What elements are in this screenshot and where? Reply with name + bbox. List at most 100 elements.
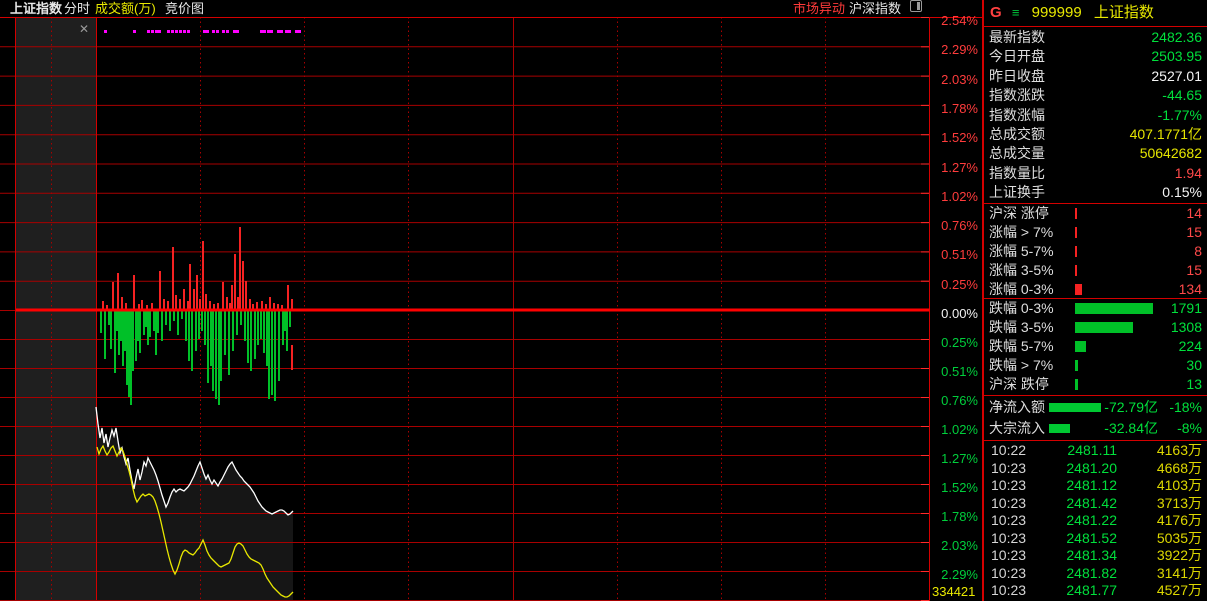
quote-row: 指数涨跌 -44.65: [984, 86, 1207, 105]
signal-dot: [133, 30, 136, 33]
tick-time: 10:22: [991, 442, 1027, 458]
advancers-breakdown: 沪深 涨停 14 涨幅 > 7% 15 涨幅 5-7% 8 涨幅 3-5% 15 涨幅 0-3%…: [984, 204, 1207, 298]
breadth-label: 跌幅 5-7%: [989, 337, 1054, 354]
quote-row: 最新指数 2482.36: [984, 28, 1207, 47]
signal-dot: [298, 30, 301, 33]
price-axis-fragment: 5: [0, 39, 11, 54]
pct-label-up: 1.02%: [941, 188, 978, 204]
quote-row: 指数涨幅 -1.77%: [984, 106, 1207, 125]
tick-row: 10:22 2481.11 4163万: [984, 442, 1207, 460]
tick-volume: 3141万: [1156, 564, 1202, 581]
pct-label-zero: 0.00%: [941, 306, 978, 321]
tick-row: 10:23 2481.82 3141万: [984, 565, 1207, 583]
quote-panel-header[interactable]: G ≡ 999999 上证指数: [984, 2, 1207, 24]
quote-label: 总成交额: [989, 125, 1045, 142]
breadth-bar: [1075, 264, 1077, 276]
signal-dot: [183, 30, 186, 33]
tick-price: 2481.42: [1066, 494, 1117, 511]
tick-time: 10:23: [991, 477, 1027, 494]
flow-percent: -8%: [1177, 420, 1202, 436]
index-title: 上证指数: [10, 1, 63, 16]
tick-volume: 4668万: [1156, 459, 1202, 476]
breadth-bar: [1075, 208, 1077, 219]
tab-auction-chart[interactable]: 竞价图: [165, 1, 205, 16]
flow-label: 大宗流入: [989, 420, 1045, 436]
flow-value: -72.79亿: [1104, 399, 1158, 415]
close-icon[interactable]: ✕: [78, 22, 90, 36]
breadth-bar: [1075, 283, 1082, 295]
breadth-value: 1791: [1170, 300, 1202, 316]
flag-g-badge: G: [990, 4, 1002, 21]
breadth-value: 15: [1186, 223, 1202, 240]
tick-time: 10:23: [991, 564, 1027, 581]
breadth-bar: [1075, 359, 1078, 371]
price-axis-fragment: 8: [0, 185, 11, 200]
quote-rows: 最新指数 2482.36 今日开盘 2503.95 昨日收盘 2527.01 指数涨跌 -44…: [984, 28, 1207, 203]
tick-list[interactable]: 10:22 2481.11 4163万 10:23 2481.20 4668万 10:23 2…: [984, 442, 1207, 600]
flow-percent: -18%: [1169, 399, 1202, 415]
signal-dot: [167, 30, 170, 33]
axis-bottom-volume-label: 334421: [932, 584, 976, 599]
divider: [984, 298, 1207, 299]
tick-time: 10:23: [991, 494, 1027, 511]
quote-row: 昨日收盘 2527.01: [984, 67, 1207, 86]
pct-label-down: 0.51%: [941, 364, 978, 379]
price-axis-fragment: 8: [0, 332, 11, 347]
price-line: [95, 406, 294, 516]
breadth-value: 15: [1186, 261, 1202, 278]
signal-dot: [147, 30, 150, 33]
signal-dot: [171, 30, 174, 33]
tick-row: 10:23 2481.22 4176万: [984, 512, 1207, 530]
tab-minute-chart[interactable]: 分时: [64, 1, 91, 16]
signal-dot: [216, 30, 219, 33]
signal-dot: [236, 30, 239, 33]
flow-row: 净流入额 -72.79亿 -18%: [984, 397, 1207, 418]
tick-volume: 5035万: [1156, 529, 1202, 546]
tick-time: 10:23: [991, 459, 1027, 476]
signal-dot: [267, 30, 270, 33]
tick-price: 2481.12: [1066, 477, 1117, 494]
breadth-value: 134: [1178, 280, 1202, 297]
decliners-breakdown: 跌幅 0-3% 1791 跌幅 3-5% 1308 跌幅 5-7% 224 跌幅 > 7% 3…: [984, 299, 1207, 393]
breadth-label: 涨幅 3-5%: [989, 261, 1054, 278]
panel-toggle-icon[interactable]: [910, 0, 922, 12]
tab-turnover[interactable]: 成交额(万): [95, 1, 156, 16]
price-axis-fragment: 0: [0, 243, 11, 258]
advancer-row: 涨幅 5-7% 8: [984, 242, 1207, 261]
breadth-value: 13: [1186, 375, 1202, 392]
breadth-label: 跌幅 > 7%: [989, 356, 1054, 373]
tick-time: 10:23: [991, 582, 1027, 599]
breadth-value: 224: [1178, 337, 1202, 354]
menu-icon[interactable]: ≡: [1011, 5, 1020, 20]
signal-dot: [179, 30, 182, 33]
quote-row: 指数量比 1.94: [984, 164, 1207, 183]
quote-row: 今日开盘 2503.95: [984, 47, 1207, 66]
divider: [984, 26, 1207, 27]
tab-market-move[interactable]: 市场异动: [793, 1, 846, 16]
pct-label-down: 2.03%: [941, 538, 978, 553]
tick-volume: 4176万: [1156, 512, 1202, 529]
breadth-value: 30: [1186, 356, 1202, 373]
quote-value: -44.65: [1162, 87, 1202, 104]
tick-price: 2481.20: [1066, 459, 1117, 476]
quote-value: 2482.36: [1151, 29, 1202, 45]
price-axis-fragment: 7: [0, 303, 11, 318]
chart-toolbar: 上证指数 分时 成交额(万) 竞价图 市场异动 沪深指数: [0, 0, 982, 17]
quote-value: 0.15%: [1162, 184, 1202, 201]
quote-label: 最新指数: [989, 29, 1045, 45]
money-flow-rows: 净流入额 -72.79亿 -18% 大宗流入 -32.84亿 -8%: [984, 397, 1207, 439]
quote-value: 50642682: [1139, 145, 1202, 162]
quote-label: 今日开盘: [989, 48, 1045, 65]
tick-price: 2481.77: [1066, 582, 1117, 599]
signal-dot: [277, 30, 280, 33]
tab-hs-index[interactable]: 沪深指数: [849, 1, 902, 16]
signal-dot: [175, 30, 178, 33]
signal-dot: [206, 30, 209, 33]
advancer-row: 涨幅 3-5% 15: [984, 261, 1207, 280]
breadth-label: 跌幅 0-3%: [989, 300, 1054, 316]
pct-label-up: 2.03%: [941, 71, 978, 87]
breadth-bar: [1075, 340, 1086, 352]
pct-label-up: 0.76%: [941, 218, 978, 234]
